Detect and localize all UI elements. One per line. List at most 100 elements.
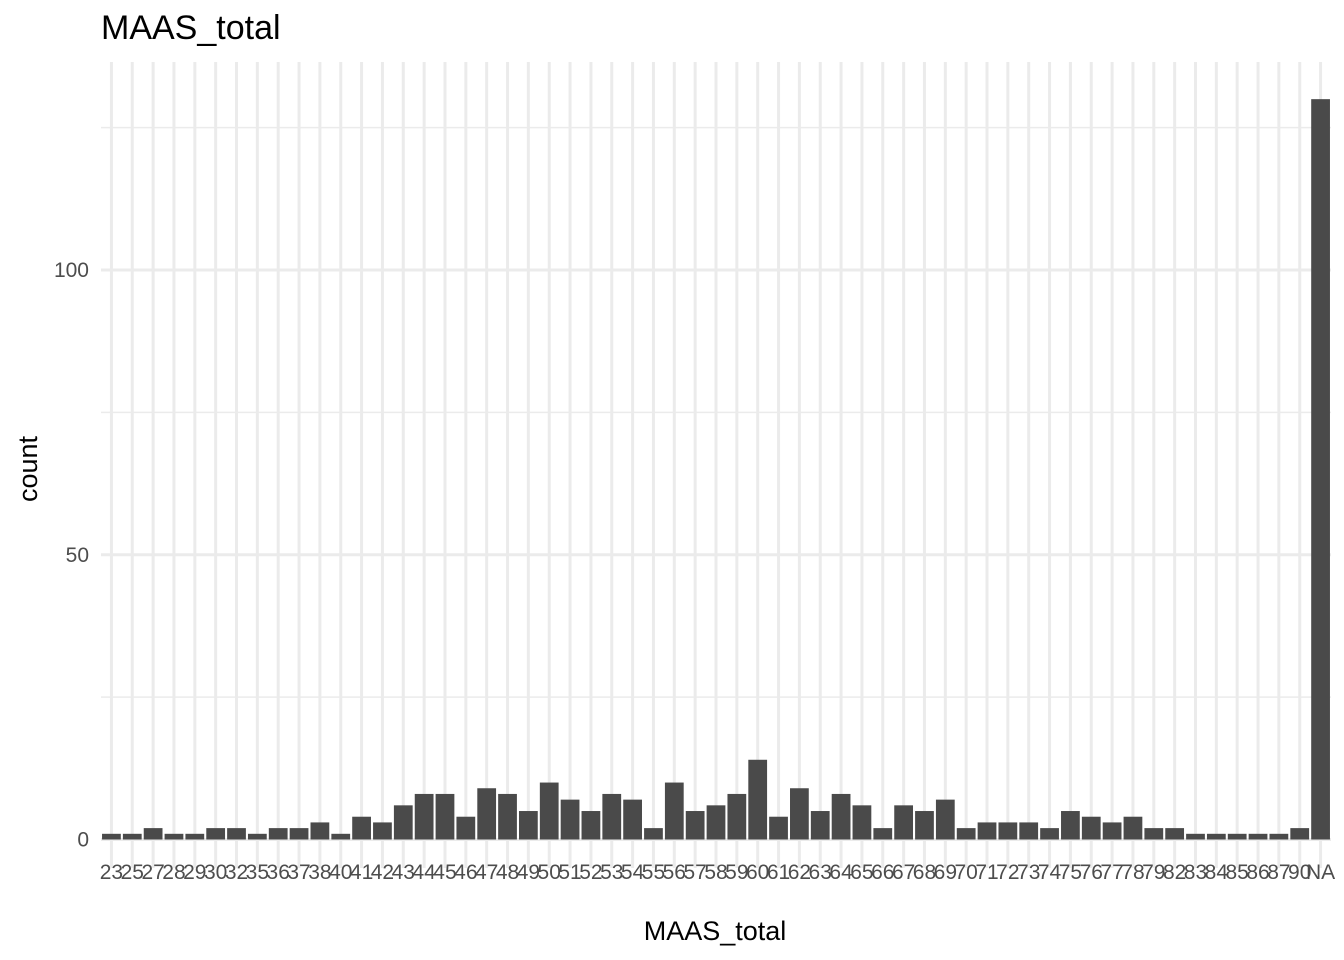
- x-tick-label: 42: [371, 861, 394, 884]
- x-tick-label: 47: [475, 861, 498, 884]
- bar-42: [373, 822, 392, 840]
- bar-48: [498, 793, 517, 840]
- bar-62: [790, 788, 809, 840]
- x-tick-label: 53: [600, 861, 623, 884]
- x-tick-label: 40: [329, 861, 352, 884]
- bar-82: [1165, 828, 1185, 840]
- x-tick-label: 79: [1142, 861, 1165, 884]
- x-tick-label: 37: [287, 861, 310, 884]
- bar-52: [581, 811, 601, 840]
- x-tick-label: 44: [412, 861, 436, 884]
- x-tick-label: 50: [538, 861, 561, 884]
- bar-49: [518, 811, 538, 840]
- x-axis-title: MAAS_total: [644, 916, 787, 946]
- y-tick-label: 50: [66, 544, 89, 567]
- x-tick-label: 43: [392, 861, 415, 884]
- bar-47: [477, 788, 497, 840]
- bar-77: [1102, 822, 1122, 840]
- bar-90: [1290, 828, 1310, 840]
- bar-64: [831, 793, 851, 840]
- x-tick-label: 77: [1100, 861, 1123, 884]
- bar-28: [164, 833, 184, 840]
- x-tick-label: 41: [350, 861, 373, 884]
- bar-59: [727, 793, 747, 840]
- bar-73: [1019, 822, 1039, 840]
- x-tick-label: 84: [1205, 861, 1229, 884]
- x-tick-label: 86: [1246, 861, 1269, 884]
- grid: [101, 62, 1331, 868]
- x-tick-label: 69: [934, 861, 957, 884]
- x-tick-label: 78: [1121, 861, 1144, 884]
- chart-title: MAAS_total: [101, 9, 281, 47]
- bar-53: [602, 793, 622, 840]
- bar-43: [393, 805, 413, 840]
- bar-23: [102, 833, 121, 840]
- bar-27: [143, 828, 163, 840]
- x-tick-label: NA: [1306, 861, 1335, 884]
- bar-54: [623, 799, 642, 840]
- x-tick-label: 30: [204, 861, 227, 884]
- x-axis-ticks: 2325272829303235363738404142434445464748…: [100, 861, 1335, 884]
- x-tick-label: 27: [141, 861, 164, 884]
- x-tick-label: 61: [767, 861, 790, 884]
- bar-83: [1186, 833, 1205, 840]
- bar-44: [414, 793, 434, 840]
- x-tick-label: 38: [308, 861, 331, 884]
- bar-35: [247, 833, 267, 840]
- x-tick-label: 75: [1059, 861, 1082, 884]
- bar-51: [560, 799, 580, 840]
- x-tick-label: 58: [704, 861, 727, 884]
- x-tick-label: 64: [829, 861, 853, 884]
- bars: [102, 99, 1330, 840]
- bar-78: [1123, 816, 1143, 840]
- x-tick-label: 45: [433, 861, 456, 884]
- x-tick-label: 56: [663, 861, 686, 884]
- x-tick-label: 54: [621, 861, 645, 884]
- x-tick-label: 90: [1288, 861, 1311, 884]
- bar-86: [1248, 833, 1268, 840]
- x-tick-label: 29: [183, 861, 206, 884]
- y-axis-ticks: 0 50 100: [54, 259, 89, 852]
- x-tick-label: 49: [517, 861, 540, 884]
- bar-36: [268, 828, 288, 840]
- bar-41: [352, 816, 371, 840]
- bar-50: [539, 782, 559, 840]
- bar-25: [122, 833, 142, 840]
- bar-56: [664, 782, 684, 840]
- x-tick-label: 66: [871, 861, 894, 884]
- bar-37: [289, 828, 309, 840]
- bar-32: [227, 828, 246, 840]
- bar-85: [1227, 833, 1247, 840]
- y-axis-title: count: [13, 435, 43, 502]
- x-tick-label: 65: [850, 861, 873, 884]
- bar-46: [456, 816, 476, 840]
- bar-69: [935, 799, 955, 840]
- x-tick-label: 73: [1017, 861, 1040, 884]
- bar-84: [1206, 833, 1226, 840]
- x-tick-label: 67: [892, 861, 915, 884]
- bar-29: [185, 833, 205, 840]
- bar-67: [894, 805, 914, 840]
- x-tick-label: 46: [454, 861, 477, 884]
- y-tick-label: 0: [77, 829, 89, 852]
- x-tick-label: 23: [100, 861, 123, 884]
- x-tick-label: 63: [809, 861, 832, 884]
- y-tick-label: 100: [54, 259, 89, 282]
- x-tick-label: 60: [746, 861, 769, 884]
- x-tick-label: 87: [1267, 861, 1290, 884]
- x-tick-label: 68: [913, 861, 936, 884]
- bar-30: [206, 828, 226, 840]
- bar-65: [852, 805, 872, 840]
- bar-60: [748, 759, 768, 840]
- bar-55: [644, 828, 663, 840]
- x-tick-label: 76: [1080, 861, 1103, 884]
- x-tick-label: 57: [683, 861, 706, 884]
- x-tick-label: 85: [1226, 861, 1249, 884]
- bar-40: [331, 833, 351, 840]
- bar-58: [706, 805, 726, 840]
- x-tick-label: 55: [642, 861, 665, 884]
- x-tick-label: 62: [788, 861, 811, 884]
- bar-63: [810, 811, 830, 840]
- bar-61: [769, 816, 788, 840]
- x-tick-label: 52: [579, 861, 602, 884]
